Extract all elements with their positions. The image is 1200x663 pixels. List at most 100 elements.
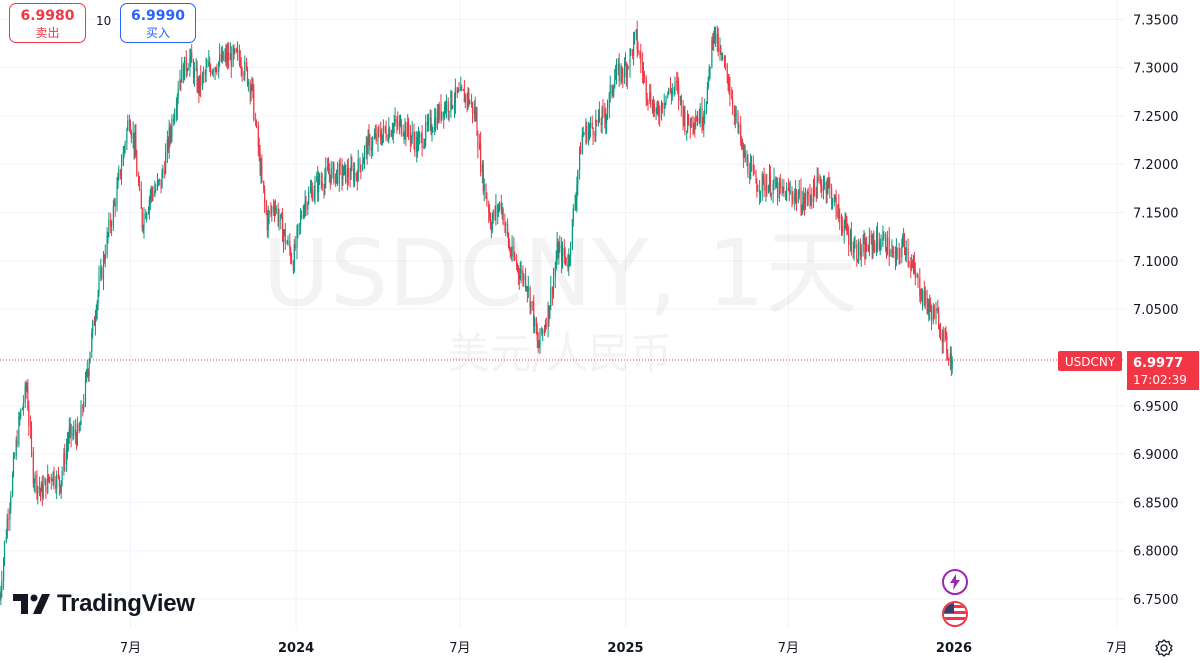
candle-body bbox=[266, 213, 268, 230]
candle-body bbox=[829, 183, 831, 188]
candle-body bbox=[58, 476, 60, 486]
candle-body bbox=[145, 213, 147, 219]
candle-body bbox=[138, 176, 140, 183]
candle-body bbox=[328, 174, 330, 176]
settings-icon[interactable] bbox=[1154, 638, 1174, 658]
candle-body bbox=[828, 179, 830, 184]
candle-body bbox=[118, 169, 120, 178]
candle-body bbox=[513, 246, 515, 258]
buy-button[interactable]: 6.9990 买入 bbox=[120, 3, 196, 43]
candle-body bbox=[879, 246, 881, 250]
candle-body bbox=[921, 290, 924, 301]
candle-body bbox=[773, 177, 775, 184]
candle-body bbox=[659, 116, 661, 118]
candle-body bbox=[741, 143, 744, 147]
candle-body bbox=[409, 133, 411, 142]
candle-body bbox=[450, 91, 452, 112]
candle-body bbox=[738, 125, 740, 128]
candle-body bbox=[673, 88, 675, 90]
price-axis[interactable]: 7.3500 7.3000 7.2500 7.2000 7.1500 7.1000 7.05… bbox=[1133, 13, 1179, 608]
sell-button[interactable]: 6.9980 卖出 bbox=[9, 3, 86, 43]
candle-body bbox=[33, 482, 35, 484]
flash-icon[interactable] bbox=[942, 569, 968, 595]
candle-body bbox=[843, 225, 845, 233]
candle-body bbox=[320, 182, 322, 184]
candle-body bbox=[26, 387, 28, 390]
candle-body bbox=[243, 74, 245, 76]
candle-body bbox=[448, 111, 450, 113]
candle-body bbox=[147, 210, 150, 214]
candle-body bbox=[565, 257, 567, 264]
candle-body bbox=[216, 70, 218, 72]
candle-body bbox=[477, 135, 479, 150]
candle-body bbox=[856, 244, 858, 260]
candle-body bbox=[167, 139, 169, 149]
candle-body bbox=[927, 302, 929, 312]
candle-body bbox=[424, 140, 426, 146]
candle-body bbox=[801, 210, 803, 212]
candle-body bbox=[657, 104, 659, 112]
candle-body bbox=[696, 117, 699, 121]
candle-body bbox=[204, 72, 206, 74]
candle-body bbox=[265, 203, 267, 214]
candle-body bbox=[944, 330, 946, 332]
candle-body bbox=[583, 134, 585, 136]
candle-body bbox=[16, 440, 18, 445]
tradingview-logo[interactable]: TradingView bbox=[13, 589, 195, 619]
candle-body bbox=[36, 474, 38, 493]
candle-body bbox=[129, 120, 131, 127]
candle-body bbox=[350, 164, 352, 179]
candle-body bbox=[845, 218, 847, 225]
candle-body bbox=[202, 72, 204, 75]
price-tick-label: 7.2500 bbox=[1133, 110, 1179, 125]
candle-body bbox=[170, 134, 172, 138]
time-axis[interactable]: 7月 2024 7月 2025 7月 2026 7月 bbox=[120, 641, 1128, 656]
candle-body bbox=[588, 127, 591, 131]
candle-body bbox=[486, 198, 488, 204]
candle-body bbox=[464, 94, 466, 103]
candle-body bbox=[642, 63, 644, 73]
candle-body bbox=[346, 168, 348, 183]
candle-body bbox=[939, 328, 941, 333]
candle-body bbox=[286, 243, 288, 245]
candle-body bbox=[740, 125, 742, 141]
candle-body bbox=[813, 180, 815, 202]
us-flag-icon[interactable] bbox=[942, 601, 968, 627]
candle-body bbox=[252, 79, 254, 89]
candle-body bbox=[142, 227, 144, 229]
candle-body bbox=[822, 185, 825, 192]
candle-body bbox=[183, 64, 185, 81]
candle-body bbox=[733, 108, 735, 117]
candle-body bbox=[665, 95, 667, 104]
candle-body bbox=[339, 163, 341, 166]
candle-body bbox=[561, 247, 564, 263]
candle-body bbox=[75, 429, 77, 436]
candle-body bbox=[636, 29, 638, 50]
candle-body bbox=[555, 260, 557, 269]
candle-body bbox=[373, 136, 375, 139]
candle-body bbox=[547, 305, 549, 327]
candle-body bbox=[164, 170, 166, 174]
candle-body bbox=[878, 241, 880, 250]
candle-body bbox=[485, 184, 487, 199]
time-tick-label: 7月 bbox=[778, 641, 799, 656]
candle-body bbox=[116, 187, 118, 207]
candle-body bbox=[3, 541, 6, 561]
candle-body bbox=[775, 177, 777, 188]
candle-body bbox=[735, 113, 737, 115]
candle-body bbox=[83, 402, 85, 409]
candle-body bbox=[375, 133, 377, 142]
candle-body bbox=[211, 71, 213, 74]
candle-body bbox=[694, 125, 696, 127]
candle-body bbox=[649, 91, 651, 102]
candle-body bbox=[491, 219, 493, 231]
candle-body bbox=[756, 183, 758, 192]
candle-body bbox=[371, 147, 373, 151]
candle-body bbox=[171, 118, 173, 135]
candle-body bbox=[440, 104, 442, 119]
candle-body bbox=[776, 182, 778, 188]
candle-body bbox=[569, 256, 571, 258]
candle-body bbox=[932, 306, 934, 322]
